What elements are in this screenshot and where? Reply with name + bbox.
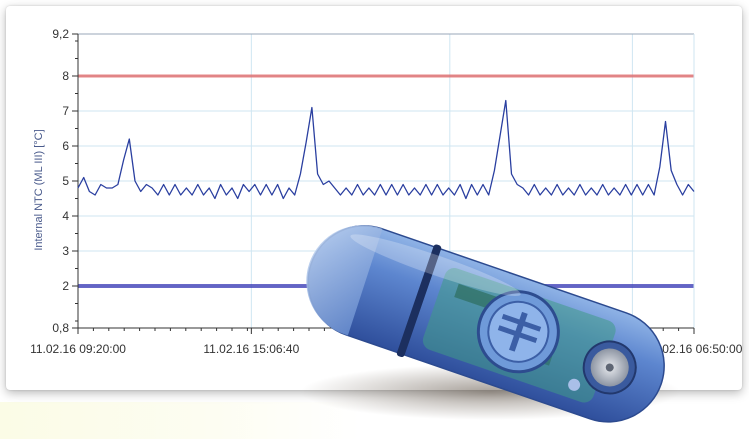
x-tick-label: 11.02.16 15:06:40 [203,342,299,356]
data-logger-device [290,207,680,439]
x-tick-label: 11.02.16 09:20:00 [30,342,126,356]
y-tick-label: 4 [62,209,69,223]
y-tick-label: 9,2 [52,27,69,41]
y-tick-label: 0,8 [52,321,69,335]
y-tick-label: 8 [62,69,69,83]
y-tick-label: 5 [62,174,69,188]
y-tick-label: 3 [62,244,69,258]
y-tick-label: 6 [62,139,69,153]
y-tick-label: 7 [62,104,69,118]
temperature-series-line [78,101,694,199]
y-tick-label: 2 [62,279,69,293]
y-axis-title: Internal NTC (ML III) [°C] [33,129,45,250]
series-layer [78,101,694,199]
